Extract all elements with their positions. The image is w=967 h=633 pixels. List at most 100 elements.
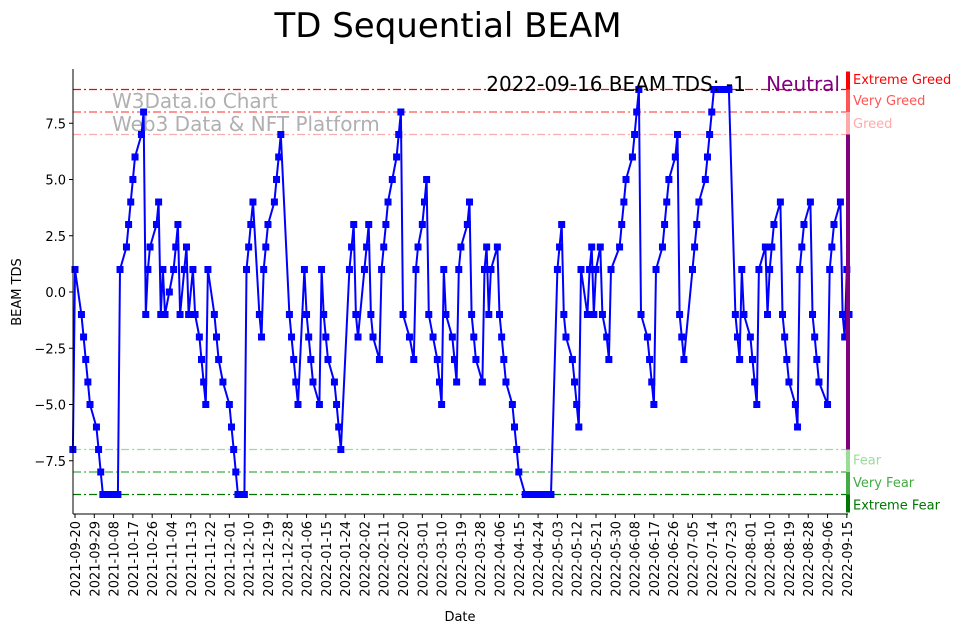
data-point-marker	[92, 423, 100, 431]
data-point-marker	[749, 356, 757, 363]
data-point-marker	[425, 311, 433, 318]
y-tick-label: −7.5	[34, 455, 66, 470]
data-point-marker	[232, 468, 240, 476]
data-point-marker	[809, 311, 817, 318]
data-point-marker	[330, 378, 338, 386]
data-point-marker	[365, 221, 373, 228]
data-point-marker	[496, 311, 504, 318]
data-point-marker	[290, 356, 298, 363]
data-point-marker	[592, 266, 600, 273]
annotation-text: 2022-09-16 BEAM TDS: -1 Neutral	[486, 72, 840, 96]
data-point-marker	[560, 311, 568, 318]
x-tick-label: 2022-07-05	[686, 521, 701, 597]
data-point-marker	[429, 333, 437, 341]
data-point-marker	[185, 311, 193, 318]
data-point-marker	[470, 333, 478, 341]
data-point-marker	[770, 221, 778, 228]
data-point-marker	[303, 311, 311, 318]
data-point-marker	[768, 243, 776, 251]
data-point-marker	[157, 311, 165, 318]
data-point-marker	[204, 266, 212, 273]
data-point-marker	[410, 356, 418, 363]
data-point-marker	[363, 243, 371, 251]
data-point-marker	[219, 378, 227, 386]
data-point-marker	[189, 266, 197, 273]
data-point-marker	[159, 266, 167, 273]
data-point-marker	[84, 378, 92, 386]
data-point-marker	[442, 311, 450, 318]
sentiment-label-extreme-greed: Extreme Greed	[853, 73, 951, 88]
data-point-marker	[603, 333, 611, 341]
sentiment-bar-segment	[846, 134, 850, 450]
data-point-marker	[262, 243, 270, 251]
series-line	[71, 88, 850, 496]
x-tick-label: 2022-07-14	[706, 521, 721, 597]
data-point-marker	[671, 153, 679, 161]
x-tick-label: 2022-08-01	[744, 521, 759, 597]
data-point-marker	[500, 356, 508, 363]
data-point-marker	[131, 153, 139, 161]
sentiment-bar-segment	[846, 89, 850, 112]
data-point-marker	[463, 221, 471, 228]
data-point-marker	[703, 153, 711, 161]
sentiment-label-greed: Greed	[853, 117, 892, 132]
data-point-marker	[240, 491, 248, 498]
y-axis-label: BEAM TDS	[10, 258, 25, 326]
data-point-marker	[457, 243, 465, 251]
data-point-marker	[680, 356, 688, 363]
data-point-marker	[573, 401, 581, 408]
data-point-marker	[841, 333, 849, 341]
data-point-marker	[140, 108, 148, 116]
data-point-marker	[337, 446, 345, 453]
data-point-marker	[562, 333, 570, 341]
data-point-marker	[320, 311, 328, 318]
x-tick-label: 2022-06-17	[648, 521, 663, 597]
x-tick-label: 2022-02-20	[397, 521, 412, 597]
data-point-marker	[468, 311, 476, 318]
data-point-marker	[95, 446, 103, 453]
data-point-marker	[215, 356, 223, 363]
data-point-marker	[526, 491, 534, 498]
series-beam-tds	[69, 86, 853, 498]
data-point-marker	[663, 198, 671, 206]
data-point-marker	[315, 401, 323, 408]
x-tick-label: 2021-12-28	[281, 521, 296, 597]
data-point-marker	[465, 198, 473, 206]
data-point-marker	[388, 176, 396, 183]
data-point-marker	[230, 446, 238, 453]
data-point-marker	[538, 491, 546, 498]
data-point-marker	[718, 86, 726, 93]
data-point-marker	[688, 266, 696, 273]
data-point-marker	[839, 311, 847, 318]
data-point-marker	[294, 401, 302, 408]
x-tick-label: 2022-07-23	[725, 521, 740, 597]
data-point-marker	[152, 221, 160, 228]
data-point-marker	[796, 266, 804, 273]
x-tick-label: 2022-06-26	[667, 521, 682, 597]
data-point-marker	[575, 423, 583, 431]
data-point-marker	[228, 423, 236, 431]
data-point-marker	[513, 446, 521, 453]
x-ticks: 2021-09-20 2021-09-29 2021-10-08 2021-10-17…	[69, 514, 856, 597]
data-point-marker	[673, 131, 681, 138]
data-point-marker	[661, 221, 669, 228]
data-point-marker	[125, 221, 133, 228]
data-point-marker	[360, 266, 368, 273]
data-point-marker	[631, 131, 639, 138]
data-point-marker	[448, 333, 456, 341]
x-tick-label: 2021-12-10	[243, 521, 258, 597]
data-point-marker	[481, 266, 489, 273]
data-point-marker	[270, 198, 278, 206]
data-point-marker	[695, 198, 703, 206]
sentiment-label-fear: Fear	[853, 454, 882, 469]
data-point-marker	[146, 243, 154, 251]
data-point-marker	[785, 378, 793, 386]
data-point-marker	[433, 356, 441, 363]
watermark: W3Data.io Chart Web3 Data & NFT Platform	[112, 89, 380, 136]
data-point-marker	[273, 176, 281, 183]
watermark-line-2: Web3 Data & NFT Platform	[112, 112, 380, 136]
data-point-marker	[836, 198, 844, 206]
annotation-status: Neutral	[766, 72, 840, 96]
data-point-marker	[590, 311, 598, 318]
x-tick-label: 2022-05-03	[551, 521, 566, 597]
